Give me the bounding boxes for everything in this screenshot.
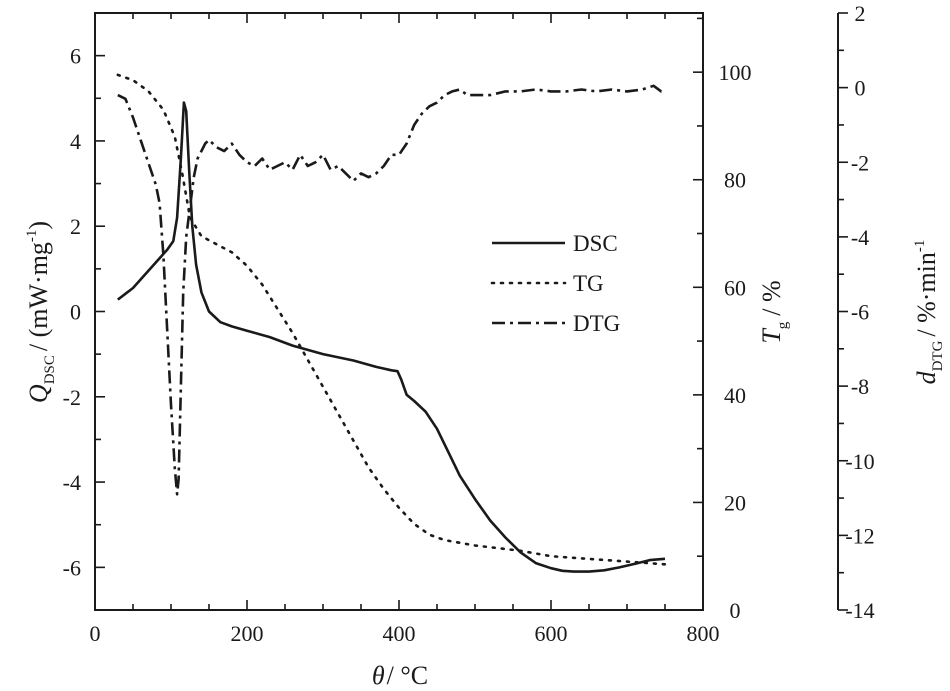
tg-tick-label: 60 — [724, 275, 746, 300]
legend-label-dtg: DTG — [573, 311, 620, 336]
series-lines — [116, 73, 667, 573]
series-dtg-line — [117, 84, 665, 496]
dtg-tick-label: -12 — [845, 523, 874, 548]
series-tg-line — [116, 73, 667, 566]
dtg-tick-label: -6 — [851, 300, 869, 325]
left-tick-label: -6 — [63, 555, 81, 580]
dtg-tick-label: -2 — [851, 150, 869, 175]
x-axis-title: θ/ °C — [372, 661, 428, 690]
tg-tick-label: 0 — [730, 598, 741, 623]
x-tick-label: 200 — [231, 621, 264, 646]
tg-tick-label: 80 — [724, 168, 746, 193]
dtg-tick-label: -10 — [845, 449, 874, 474]
tg-tick-label: 20 — [724, 490, 746, 515]
tg-tick-label: 40 — [724, 383, 746, 408]
x-tick-label: 0 — [90, 621, 101, 646]
left-tick-label: 2 — [70, 214, 81, 239]
left-tick-label: 0 — [70, 300, 81, 325]
right-y-axis-title-tg: Tg/ % — [757, 280, 791, 343]
dtg-tick-label: -14 — [845, 598, 874, 623]
legend-label-tg: TG — [573, 271, 604, 296]
axis-titles: θ/ °C QDSC/ (mW·mg-1) Tg/ % dDTG/ %·min-… — [24, 221, 946, 690]
axes: 0 200 400 600 8006420-2-4-602040608010020-2-… — [63, 1, 875, 646]
legend-label-dsc: DSC — [573, 231, 618, 256]
dtg-tick-label: -4 — [851, 225, 869, 250]
plot-frame — [94, 12, 839, 611]
dtg-tick-label: 2 — [855, 1, 866, 26]
legend: DSC TG DTG — [490, 231, 620, 336]
right-y-axis-title-dtg: dDTG/ %·min-1 — [912, 240, 946, 385]
dtg-tick-label: -8 — [851, 374, 869, 399]
x-tick-label: 800 — [687, 621, 720, 646]
left-tick-label: -2 — [63, 385, 81, 410]
left-y-axis-title: QDSC/ (mW·mg-1) — [24, 221, 58, 403]
x-tick-label: 400 — [383, 621, 416, 646]
dtg-tick-label: 0 — [855, 76, 866, 101]
left-tick-label: 6 — [70, 44, 81, 69]
series-dsc-line — [117, 101, 666, 573]
left-tick-label: -4 — [63, 470, 81, 495]
tg-tick-label: 100 — [719, 60, 752, 85]
x-tick-label: 600 — [535, 621, 568, 646]
left-tick-label: 4 — [70, 129, 81, 154]
